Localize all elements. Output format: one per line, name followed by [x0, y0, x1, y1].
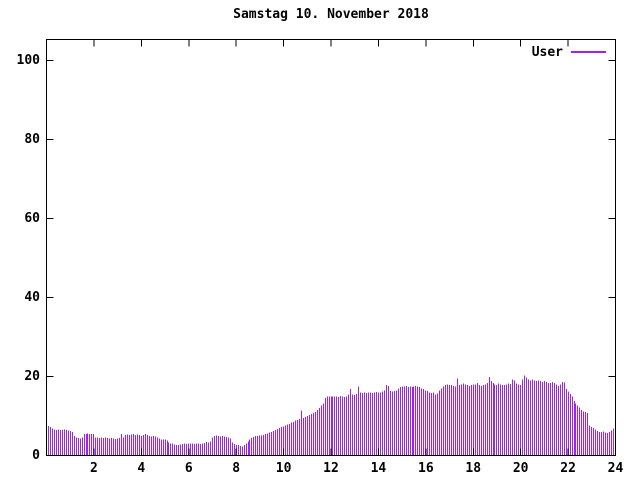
- chart-title: Samstag 10. November 2018: [233, 7, 429, 22]
- x-tick-label: 6: [184, 461, 193, 476]
- x-tick-label: 10: [275, 461, 292, 476]
- x-tick-label: 16: [418, 461, 434, 476]
- x-tick-label: 24: [607, 461, 624, 476]
- x-tick-label: 18: [465, 461, 482, 476]
- y-tick-label: 20: [24, 368, 40, 384]
- x-tick-label: 8: [232, 461, 241, 476]
- y-tick-label: 0: [32, 447, 40, 463]
- x-tick-label: 4: [137, 461, 146, 476]
- x-tick-label: 20: [512, 461, 529, 476]
- y-tick-label: 100: [16, 52, 40, 68]
- y-tick-label: 40: [24, 289, 40, 305]
- legend-line-sample: [571, 51, 606, 53]
- x-tick-label: 22: [560, 461, 576, 476]
- x-tick-label: 2: [89, 461, 98, 476]
- y-tick-label: 60: [24, 210, 40, 226]
- x-tick-label: 12: [323, 461, 339, 476]
- y-tick-label: 80: [24, 131, 40, 147]
- x-tick-label: 14: [370, 461, 387, 476]
- legend-label: User: [531, 45, 563, 60]
